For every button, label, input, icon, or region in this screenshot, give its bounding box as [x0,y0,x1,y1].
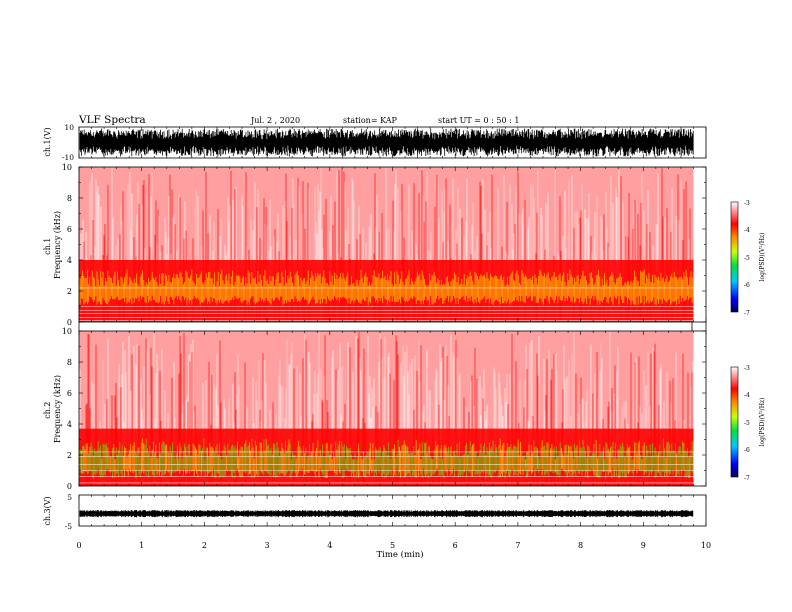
waveform-ch3-ylabel: ch.3(V) [43,496,52,525]
waveform-ch3-trace [79,510,694,518]
colorbar-ch2 [730,366,739,478]
time-tick-label: 8 [578,541,583,550]
spectrogram-ch1-ytick-10: 10 [62,163,72,172]
spectrogram-ch2-ylabel: ch.2 Frequency (kHz) [43,375,62,443]
time-tick-label: 3 [265,541,270,550]
spectrogram-ch2-image [78,331,694,486]
colorbar-ch1-tick-m7: -7 [744,310,750,317]
colorbar-ch1-tick-m3: -3 [744,200,750,207]
colorbar-ch2-label: log(PSD)(V²/Hz) [759,398,766,447]
waveform-ch3-line [79,510,694,518]
waveform-ch3-ticks [78,495,707,526]
colorbar-ch1-tick-m4: -4 [744,227,750,234]
spectrogram-ch1-ytick-8: 8 [67,194,72,203]
colorbar-ch2-tick-m5: -5 [744,420,750,427]
spectrogram-ch2-ytick-2: 2 [67,451,72,460]
colorbar-ch2-tick-m6: -6 [744,447,750,454]
spectrogram-ch1-ytick-4: 4 [67,256,72,265]
colorbar-ch1-tick-m6: -6 [744,282,750,289]
waveform-ch3-ytick-5: 5 [67,493,72,502]
time-tick-label: 6 [453,541,458,550]
waveform-ch1-ytick-top: 10 [64,123,74,132]
colorbar-ch1-label: log(PSD)(V²/Hz) [759,233,766,282]
spectrogram-ch1-panel: 0 2 4 6 8 10 ch.1 Frequency (kHz) -3 -4 … [43,163,766,327]
spectrogram-ch1-ylabel: ch.1 Frequency (kHz) [43,211,62,279]
spectrogram-ch2-ytick-0: 0 [67,482,72,491]
time-tick-label: 1 [139,541,144,550]
time-tick-label: 5 [390,541,395,550]
time-axis-tick-labels: 0 1 2 3 4 5 6 7 8 9 10 [76,541,711,550]
time-tick-label: 4 [327,541,332,550]
spectrogram-ch2-ticks [78,330,707,487]
start-time-label: start UT = 0 : 50 : 1 [438,116,519,125]
figure-title: VLF Spectra [78,114,146,126]
spectrogram-ch2-panel: 0 2 4 6 8 10 ch.2 Frequency (kHz) -3 -4 … [43,327,766,491]
time-tick-label: 2 [202,541,207,550]
waveform-ch1-ticks [78,127,707,158]
spectrogram-ch2-ytick-4: 4 [67,420,72,429]
spectrogram-ch1-ytick-6: 6 [67,225,72,234]
date-label: Jul. 2 , 2020 [250,116,300,125]
spectrogram-ch2-ytick-10: 10 [62,327,72,336]
waveform-ch1-panel: 10 -10 ch.1(V) [43,123,707,162]
waveform-ch1-ytick-bottom: -10 [62,153,74,162]
spectrogram-ch1-ticks [78,166,707,323]
spectrogram-ch1-image [78,167,694,322]
time-tick-label: 7 [515,541,520,550]
waveform-ch3-ytick-m5: -5 [65,522,73,531]
colorbar-ch2-tick-m4: -4 [744,392,750,399]
station-label: station= KAP [343,116,398,125]
waveform-ch1-trace [79,128,694,157]
colorbar-ch1-tick-m5: -5 [744,255,750,262]
waveform-ch1-line [79,128,694,157]
panel-connector [78,322,707,331]
colorbar-ch2-tick-m7: -7 [744,475,750,482]
colorbar-ch2-tick-m3: -3 [744,365,750,372]
waveform-ch1-ylabel: ch.1(V) [43,127,52,156]
time-tick-label: 10 [701,541,711,550]
spectrogram-ch2-ytick-6: 6 [67,389,72,398]
spectrogram-ch1-ytick-2: 2 [67,287,72,296]
spectrogram-ch2-ytick-8: 8 [67,358,72,367]
time-tick-label: 9 [641,541,646,550]
time-axis-label: Time (min) [376,549,423,560]
waveform-ch3-panel: 5 -5 ch.3(V) 0 1 2 3 4 5 6 7 8 9 10 Time (min) [43,493,711,560]
time-tick-label: 0 [76,541,81,550]
spectrogram-ch1-ytick-0: 0 [67,318,72,327]
colorbar-ch1 [730,201,739,313]
